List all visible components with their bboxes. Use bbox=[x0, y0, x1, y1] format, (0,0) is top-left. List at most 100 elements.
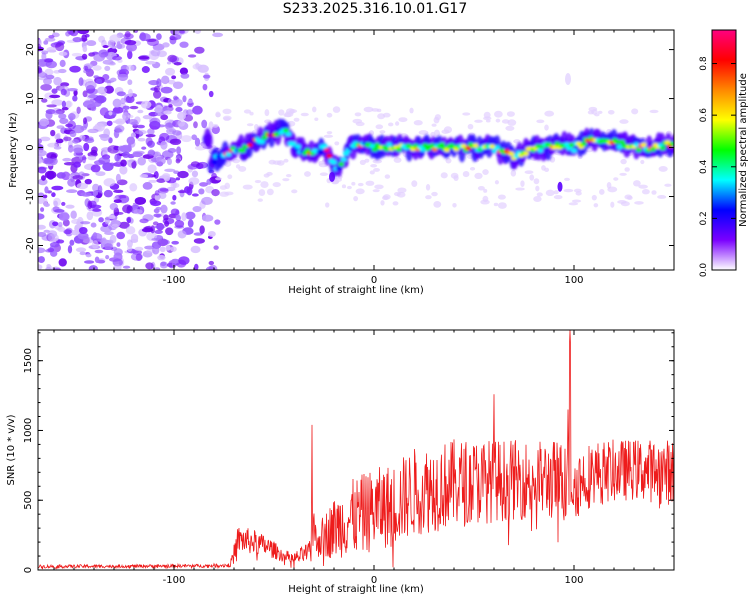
faint-blob bbox=[497, 202, 507, 209]
noise-blob bbox=[49, 94, 61, 99]
noise-blob bbox=[133, 209, 143, 215]
colorbar: 0.0 0.2 0.4 0.6 0.8 Normalized spectral ampl… bbox=[699, 29, 749, 277]
faint-blob bbox=[431, 191, 438, 197]
faint-blob bbox=[631, 108, 639, 115]
faint-blob bbox=[215, 177, 223, 181]
y-tick-label: 0 bbox=[23, 567, 34, 573]
faint-blob bbox=[494, 110, 503, 118]
faint-blob bbox=[351, 181, 356, 186]
noise-blob bbox=[156, 33, 162, 41]
noise-blob bbox=[173, 61, 182, 66]
noise-blob bbox=[160, 140, 168, 150]
faint-blob bbox=[443, 126, 453, 134]
faint-blob bbox=[222, 108, 232, 115]
ridge-core bbox=[616, 144, 623, 149]
noise-blob bbox=[137, 137, 146, 142]
faint-blob bbox=[544, 110, 555, 117]
y-tick-label: -10 bbox=[25, 188, 36, 204]
noise-blob bbox=[187, 219, 194, 228]
faint-blob bbox=[326, 131, 333, 135]
noise-blob bbox=[170, 208, 180, 216]
noise-blob bbox=[160, 114, 169, 121]
noise-blob bbox=[84, 178, 92, 185]
noise-blob bbox=[174, 220, 185, 228]
faint-blob bbox=[223, 116, 231, 121]
faint-blob bbox=[395, 121, 400, 126]
ridge-halo bbox=[675, 136, 682, 154]
noise-blob bbox=[87, 155, 97, 161]
ridge-core bbox=[614, 139, 621, 144]
faint-blob bbox=[462, 112, 471, 116]
noise-blob bbox=[130, 132, 136, 138]
noise-blob bbox=[73, 89, 78, 96]
faint-blob bbox=[283, 158, 289, 163]
faint-blob bbox=[323, 134, 334, 138]
noise-blob bbox=[57, 226, 66, 232]
noise-blob bbox=[137, 109, 144, 114]
ridge-core bbox=[386, 142, 393, 147]
noise-blob bbox=[137, 55, 150, 60]
faint-blob bbox=[607, 109, 615, 115]
faint-blob bbox=[238, 165, 247, 172]
faint-blob bbox=[634, 201, 644, 205]
noise-blob bbox=[109, 34, 121, 43]
faint-blob bbox=[651, 190, 657, 195]
faint-blob bbox=[613, 177, 619, 181]
noise-blob bbox=[58, 51, 68, 56]
noise-blob bbox=[60, 88, 67, 96]
noise-blob bbox=[202, 83, 208, 91]
x-tick-label: -100 bbox=[163, 575, 186, 586]
x-tick-label: 100 bbox=[564, 275, 583, 286]
noise-blob bbox=[147, 164, 157, 173]
noise-blob bbox=[41, 234, 53, 241]
faint-blob bbox=[467, 123, 474, 130]
faint-blob bbox=[382, 194, 391, 200]
noise-blob bbox=[109, 203, 118, 211]
faint-blob bbox=[227, 174, 233, 180]
noise-blob bbox=[160, 204, 168, 214]
noise-blob bbox=[112, 55, 123, 61]
noise-blob bbox=[68, 144, 74, 153]
faint-blob bbox=[544, 167, 550, 172]
noise-blob bbox=[113, 189, 124, 194]
faint-blob bbox=[440, 172, 448, 179]
noise-blob bbox=[73, 147, 84, 154]
noise-blob bbox=[53, 76, 62, 86]
noise-blob bbox=[116, 231, 126, 240]
x-tick-label: 100 bbox=[564, 575, 583, 586]
noise-blob bbox=[193, 232, 203, 236]
noise-blob bbox=[142, 182, 153, 190]
noise-blob bbox=[153, 90, 162, 99]
noise-blob bbox=[77, 232, 89, 240]
noise-blob bbox=[40, 83, 52, 91]
ridge-core bbox=[211, 160, 217, 165]
faint-blob bbox=[494, 180, 499, 185]
y-tick-label: 10 bbox=[25, 92, 36, 105]
faint-blob bbox=[373, 167, 380, 172]
ridge-core bbox=[316, 149, 323, 155]
noise-blob bbox=[186, 109, 194, 115]
noise-blob bbox=[104, 65, 111, 72]
faint-blob bbox=[563, 188, 574, 193]
noise-blob bbox=[160, 261, 167, 267]
noise-blob bbox=[38, 213, 45, 220]
noise-blob bbox=[199, 225, 205, 234]
ridge-core bbox=[443, 147, 450, 153]
faint-blob bbox=[254, 123, 259, 131]
noise-blob bbox=[81, 53, 88, 60]
faint-blob bbox=[365, 180, 375, 186]
noise-blob bbox=[170, 201, 176, 205]
noise-blob bbox=[69, 130, 77, 138]
faint-blob bbox=[462, 171, 470, 178]
noise-blob bbox=[149, 117, 161, 127]
snr-marks bbox=[38, 330, 674, 570]
faint-blob bbox=[392, 201, 399, 206]
noise-blob bbox=[61, 100, 67, 108]
faint-blob bbox=[520, 180, 525, 187]
noise-blob bbox=[38, 67, 43, 74]
snr-series-line bbox=[38, 330, 674, 570]
faint-blob bbox=[626, 195, 633, 200]
snr-x-label: Height of straight line (km) bbox=[288, 584, 424, 595]
faint-blob bbox=[564, 177, 570, 181]
faint-blob bbox=[353, 195, 359, 202]
